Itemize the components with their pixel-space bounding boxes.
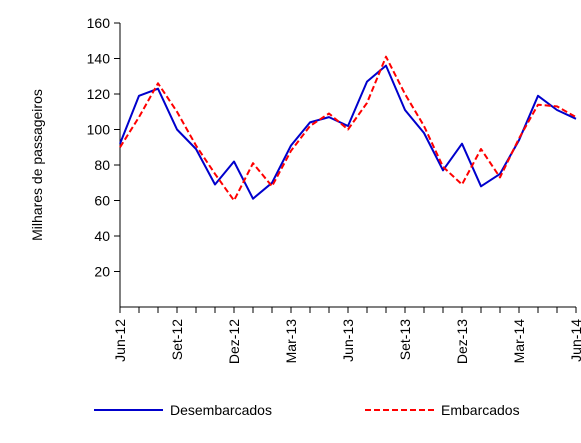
legend: Desembarcados Embarcados [94, 402, 520, 418]
legend-label-embarcados: Embarcados [441, 402, 520, 418]
x-tick-label: Mar-13 [283, 319, 299, 364]
y-tick-label: 120 [87, 86, 111, 102]
y-tick-label: 40 [94, 228, 110, 244]
x-tick-label: Set-12 [169, 319, 185, 360]
x-tick-label: Dez-12 [226, 319, 242, 364]
y-tick-label: 80 [94, 157, 110, 173]
x-tick-label: Dez-13 [454, 319, 470, 364]
y-tick-label: 160 [87, 15, 111, 31]
y-axis: 20 40 60 80 100 120 140 160 [87, 15, 121, 307]
y-tick-label: 100 [87, 122, 111, 138]
y-tick-label: 20 [94, 264, 110, 280]
legend-label-desembarcados: Desembarcados [170, 402, 272, 418]
y-axis-title: Milhares de passageiros [29, 89, 45, 241]
x-tick-label: Set-13 [397, 319, 413, 360]
y-tick-label: 140 [87, 51, 111, 67]
x-tick-label: Jun-13 [340, 319, 356, 362]
x-tick-label: Jun-14 [568, 319, 581, 362]
y-tick-label: 60 [94, 193, 110, 209]
series-line-desembarcados [119, 64, 577, 200]
x-tick-label: Jun-12 [112, 319, 128, 362]
series-layer [119, 55, 577, 202]
x-axis: Jun-12 Set-12 Dez-12 Mar-13 Jun-13 Set-13 Dez-… [112, 306, 581, 364]
x-tick-label: Mar-14 [511, 319, 527, 364]
series-line-embarcados [119, 55, 577, 202]
